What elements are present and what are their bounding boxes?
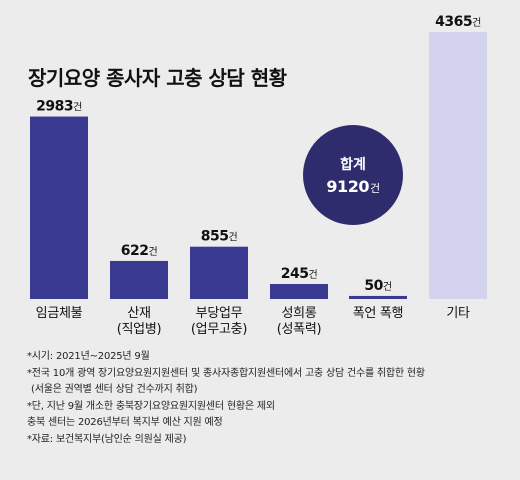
data-label: 4365건: [435, 14, 481, 30]
bar: [429, 32, 487, 299]
data-label: 855건: [201, 229, 238, 245]
bar: [270, 284, 328, 299]
data-label: 622건: [121, 243, 158, 259]
category-label: 성희롱: [282, 306, 317, 321]
bar: [110, 260, 168, 299]
category-label: 임금체불: [36, 306, 83, 321]
footnote-period: *시기: 2021년~2025년 9월: [27, 351, 150, 362]
footnotes: *시기: 2021년~2025년 9월 *전국 10개 광역 장기요양요원지원센…: [27, 349, 507, 448]
footnote-exclusion: *단, 지난 9월 개소한 충북장기요양요원지원센터 현황은 제외: [27, 400, 275, 412]
footnote-chungbuk: 충북 센터는 2026년부터 복지부 예산 지원 예정: [27, 417, 223, 428]
footnote-source-scope: *전국 10개 광역 장기요양요원지원센터 및 종사자종합지원센터에서 고충 상…: [27, 367, 425, 379]
total-unit: 건: [369, 182, 380, 195]
category-label: (성폭력): [277, 322, 322, 337]
category-label: 폭언 폭행: [353, 305, 403, 321]
category-label: 기타: [446, 306, 470, 321]
data-label: 50건: [364, 278, 391, 294]
total-label: 합계: [340, 157, 366, 173]
bar: [190, 246, 248, 299]
category-label: (직업병): [117, 322, 162, 337]
category-label: (업무고충): [191, 322, 247, 337]
footnote-data-source: *자료: 보건복지부(남인순 의원실 제공): [27, 433, 187, 445]
data-label: 2983건: [36, 99, 82, 115]
category-label: 산재: [127, 306, 150, 321]
total-value: 9120: [326, 177, 369, 196]
data-label: 245건: [281, 266, 318, 282]
footnote-seoul: (서울은 권역별 센터 상담 건수까지 취합): [31, 384, 198, 395]
bar: [30, 116, 88, 300]
bar: [349, 295, 407, 299]
category-label: 부당업무: [196, 306, 243, 321]
chart-title: 장기요양 종사자 고충 상담 현황: [28, 66, 287, 90]
total-badge: 합계 9120건: [303, 125, 403, 225]
total-value-wrap: 9120건: [326, 177, 380, 196]
